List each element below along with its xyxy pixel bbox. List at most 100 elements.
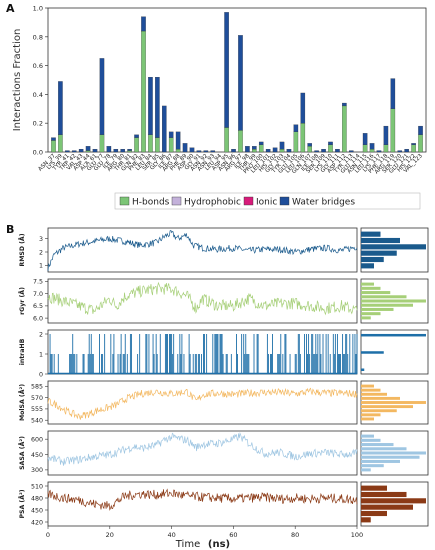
histogram-bar xyxy=(361,351,384,354)
y-tick-label: 2 xyxy=(39,249,43,256)
histogram-bar xyxy=(361,237,400,244)
histogram-bar xyxy=(361,291,391,295)
y-tick-label: 0.8 xyxy=(33,33,43,41)
series-line-1 xyxy=(47,281,358,316)
bar-PHE_118-hbond xyxy=(383,144,389,153)
bar-LEU_101-water xyxy=(265,148,271,153)
bar-ASP_112-hbond xyxy=(342,105,347,153)
bar-LEU_116-hbond xyxy=(369,148,375,153)
histogram-bar xyxy=(361,468,371,472)
bar-GLY_91-water xyxy=(196,150,202,153)
bar-ALA_61-water xyxy=(92,148,98,153)
bar-ILE_79-water xyxy=(113,148,119,153)
bar-LEU_116-water xyxy=(369,143,375,150)
histogram-bar xyxy=(361,443,394,447)
histogram-bar xyxy=(361,447,407,451)
x-tick-label: 0 xyxy=(46,531,50,539)
bar-ASP_90-water xyxy=(189,147,195,153)
bar-TRP_42-water xyxy=(71,150,77,153)
histogram-bar xyxy=(361,491,407,498)
bar-ILE_98-water xyxy=(245,146,250,153)
y-tick-label: 6.5 xyxy=(33,303,43,310)
y-tick-label: 0 xyxy=(39,371,43,378)
histogram-bar xyxy=(361,405,413,409)
bar-GLU_105-water xyxy=(293,124,299,132)
bar-LYS_110-hbond xyxy=(328,144,333,153)
histogram-bar xyxy=(361,299,426,303)
bar-GLN_107-hbond xyxy=(307,146,312,153)
bar-GLY_111-water xyxy=(335,148,340,153)
x-tick-label: 100 xyxy=(351,531,363,539)
histogram-bar xyxy=(361,498,426,504)
bar-ARG_88-water xyxy=(175,131,181,150)
bar-PHE_83-hbond xyxy=(141,30,146,153)
histogram-bar xyxy=(361,455,420,459)
bar-ARG_80-water xyxy=(120,148,125,153)
bar-GLU_78-water xyxy=(106,146,112,153)
y-tick-label: 0.2 xyxy=(33,120,43,128)
histogram-bar xyxy=(361,368,365,371)
histogram-bar xyxy=(361,316,371,320)
x-axis-label: Time xyxy=(175,539,200,550)
bar-ILE_87-hbond xyxy=(168,137,174,153)
series-frame-5 xyxy=(47,481,358,527)
histogram-bar xyxy=(361,256,384,263)
histogram-bar xyxy=(361,231,381,237)
y-tick-label: 7.0 xyxy=(33,291,43,298)
bar-PHE_89-water xyxy=(182,143,188,153)
y-tick-label: 1 xyxy=(39,351,43,358)
bar-ASP_44-water xyxy=(85,146,91,151)
legend-label: Hydrophobic xyxy=(184,198,241,208)
bar-THR_81-hbond xyxy=(127,150,132,153)
bar-THR_99-hbond xyxy=(252,148,257,153)
y-tick-label: 2 xyxy=(39,331,43,338)
y-tick-label: 1 xyxy=(39,263,43,270)
histogram-bar xyxy=(361,464,384,468)
bar-ASN_92-water xyxy=(203,150,209,153)
y-tick-label: 585 xyxy=(31,384,43,391)
y-tick-label: 555 xyxy=(31,406,43,413)
bar-ILE_108-water xyxy=(314,150,319,153)
bar-PRO_100-water xyxy=(258,141,264,145)
x-tick-label: 40 xyxy=(167,531,175,539)
histogram-bar xyxy=(361,459,400,463)
bar-LEU_106-hbond xyxy=(300,123,306,153)
bar-ARG_97-water xyxy=(238,35,243,131)
legend-label: H-bonds xyxy=(132,198,170,208)
histogram-bar xyxy=(361,401,426,404)
histogram-bar xyxy=(361,244,426,250)
bar-ASN_93-water xyxy=(210,150,216,153)
legend-label: Water bridges xyxy=(292,198,355,208)
series-line-4 xyxy=(47,431,358,466)
y-tick-label: 450 xyxy=(31,507,43,514)
y-tick-label: 480 xyxy=(31,495,43,502)
bar-ASP_112-water xyxy=(342,102,347,107)
series-frame-1 xyxy=(47,278,358,324)
bar-PHE_83-water xyxy=(141,16,146,32)
x-axis-unit: (ns) xyxy=(208,539,230,550)
bar-ASN_115-hbond xyxy=(362,144,368,153)
series-line-3 xyxy=(47,387,358,420)
y-tick-label: 1.0 xyxy=(33,5,43,13)
histogram-bar xyxy=(361,384,374,388)
series-label: intraHB xyxy=(19,338,26,365)
y-tick-label: 540 xyxy=(31,418,43,425)
y-tick-label: 6.0 xyxy=(33,315,43,322)
panel-label-a: A xyxy=(6,2,15,15)
histogram-bar xyxy=(361,388,381,392)
bar-GLY_103-water xyxy=(279,141,285,150)
series-label: MolSA (Å²) xyxy=(17,384,26,421)
bar-ASN_96-water xyxy=(231,148,236,153)
bar-ILE_87-water xyxy=(168,131,174,138)
bar-GLN_82-water xyxy=(134,134,139,138)
panel-label-b: B xyxy=(6,223,14,236)
y-tick-label: 0.0 xyxy=(33,149,43,157)
series-label: RMSD (Å) xyxy=(17,233,26,266)
bar-TYR_104-water xyxy=(286,148,292,153)
plot-frame xyxy=(47,7,427,153)
bar-ASN_115-water xyxy=(362,133,368,145)
y-tick-label: 600 xyxy=(31,436,43,443)
bar-LEU_84-water xyxy=(148,76,153,135)
